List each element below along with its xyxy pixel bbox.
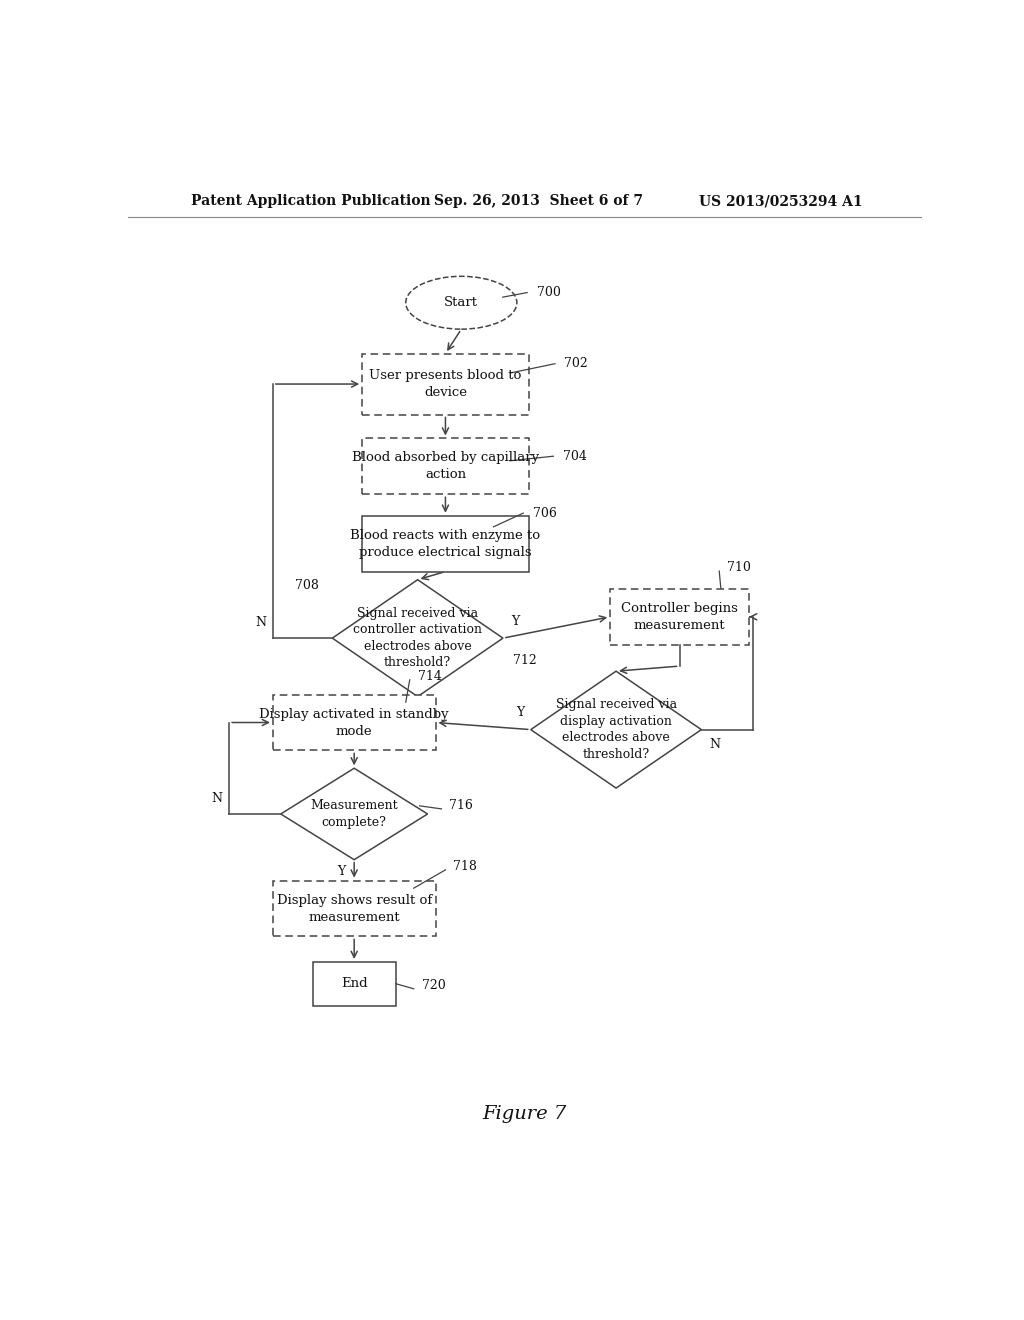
FancyBboxPatch shape (272, 880, 435, 936)
Text: Y: Y (516, 706, 524, 719)
Polygon shape (281, 768, 428, 859)
Text: N: N (255, 616, 266, 628)
Text: Figure 7: Figure 7 (482, 1105, 567, 1123)
Text: Start: Start (444, 296, 478, 309)
Text: Sep. 26, 2013  Sheet 6 of 7: Sep. 26, 2013 Sheet 6 of 7 (433, 194, 642, 209)
FancyBboxPatch shape (362, 354, 528, 414)
Text: 718: 718 (454, 859, 477, 873)
Text: Y: Y (337, 865, 345, 878)
FancyBboxPatch shape (362, 438, 528, 494)
Text: Controller begins
measurement: Controller begins measurement (622, 602, 738, 632)
Text: 710: 710 (727, 561, 751, 574)
Text: 712: 712 (513, 653, 537, 667)
Text: Signal received via
controller activation
electrodes above
threshold?: Signal received via controller activatio… (353, 607, 482, 669)
FancyBboxPatch shape (610, 589, 749, 644)
Text: User presents blood to
device: User presents blood to device (370, 370, 521, 399)
Text: Display activated in standby
mode: Display activated in standby mode (259, 708, 449, 738)
Text: End: End (341, 977, 368, 990)
Text: US 2013/0253294 A1: US 2013/0253294 A1 (699, 194, 863, 209)
FancyBboxPatch shape (362, 516, 528, 572)
Text: 720: 720 (422, 979, 445, 991)
Text: 706: 706 (532, 507, 557, 520)
Text: 700: 700 (537, 286, 560, 300)
Ellipse shape (406, 276, 517, 329)
Text: 708: 708 (295, 579, 318, 593)
Text: Measurement
complete?: Measurement complete? (310, 799, 398, 829)
Text: 714: 714 (418, 669, 441, 682)
Text: 704: 704 (563, 450, 587, 463)
Text: N: N (710, 738, 720, 751)
Text: Blood absorbed by capillary
action: Blood absorbed by capillary action (352, 451, 539, 482)
Text: Signal received via
display activation
electrodes above
threshold?: Signal received via display activation e… (555, 698, 677, 760)
Text: Blood reacts with enzyme to
produce electrical signals: Blood reacts with enzyme to produce elec… (350, 528, 541, 558)
Text: Y: Y (511, 615, 519, 628)
FancyBboxPatch shape (272, 694, 435, 751)
Text: Patent Application Publication: Patent Application Publication (191, 194, 431, 209)
Polygon shape (333, 579, 503, 697)
Text: 702: 702 (564, 358, 588, 370)
Text: Display shows result of
measurement: Display shows result of measurement (276, 894, 432, 924)
Polygon shape (530, 671, 701, 788)
FancyBboxPatch shape (312, 962, 396, 1006)
Text: 716: 716 (450, 799, 473, 812)
Text: N: N (212, 792, 223, 805)
